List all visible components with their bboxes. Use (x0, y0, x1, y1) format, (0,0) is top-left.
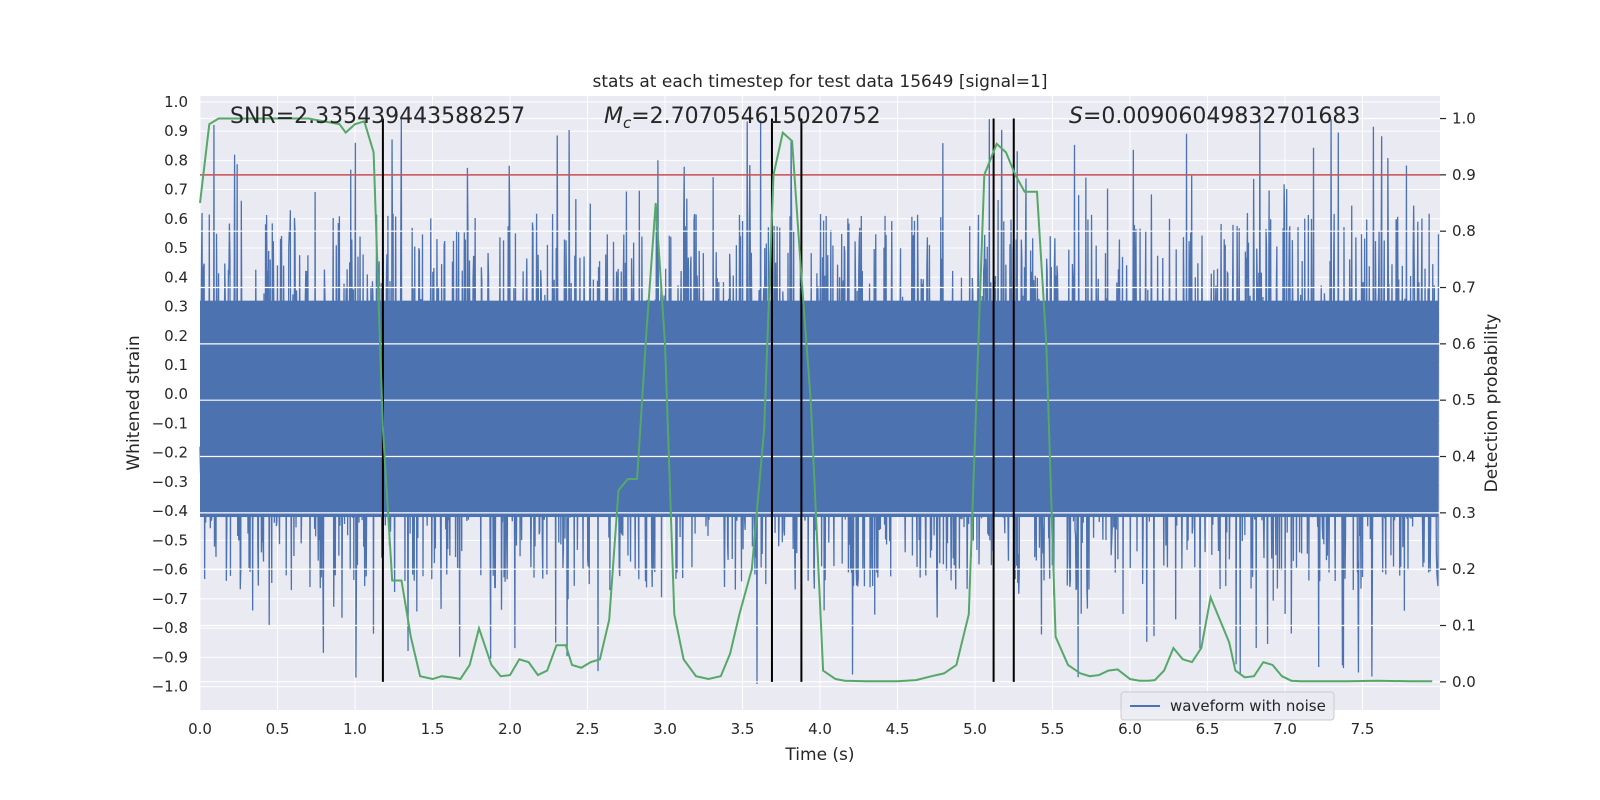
x-axis-label: Time (s) (784, 745, 854, 765)
probability-line (199, 117, 1433, 683)
y-tick-label: −0.5 (152, 531, 188, 549)
y-tick-label: 0.7 (164, 181, 188, 199)
y-tick-label: 0.2 (164, 327, 188, 345)
y2-tick-label: 0.2 (1452, 560, 1476, 578)
s-value: =0.00906049832701683 (1083, 104, 1360, 129)
y-tick-label: 0.4 (164, 268, 188, 286)
legend: waveform with noise (1120, 691, 1335, 721)
y-tick-label: −0.8 (152, 619, 188, 637)
chirp-mass-symbol: M (604, 104, 623, 129)
y-tick-label: 1.0 (164, 93, 188, 111)
y2-tick-label: 1.0 (1452, 110, 1476, 128)
x-tick-label: 3.5 (731, 720, 755, 738)
x-tick-label: 2.5 (576, 720, 600, 738)
y-axis-label: Whitened strain (124, 335, 144, 470)
legend-box (1120, 691, 1335, 721)
probability-series (199, 117, 1433, 683)
x-tick-label: 3.0 (653, 720, 677, 738)
x-tick-label: 4.0 (808, 720, 832, 738)
chirp-mass-annotation: Mc=2.707054615020752 (604, 104, 881, 132)
x-tick-label: 1.0 (343, 720, 367, 738)
y-tick-label: −0.3 (152, 473, 188, 491)
x-tick-label: 2.0 (498, 720, 522, 738)
y2-tick-label: 0.3 (1452, 504, 1476, 522)
x-tick-label: 7.5 (1351, 720, 1375, 738)
y2-tick-label: 0.7 (1452, 279, 1476, 297)
y2-tick-label: 0.4 (1452, 448, 1476, 466)
y-tick-label: −0.4 (152, 502, 188, 520)
y2-tick-label: 0.9 (1452, 166, 1476, 184)
y-tick-label: −0.9 (152, 648, 188, 666)
y-tick-label: −0.6 (152, 561, 188, 579)
y-tick-label: −0.1 (152, 414, 188, 432)
x-tick-label: 0.5 (266, 720, 290, 738)
y2-tick-label: 0.6 (1452, 335, 1476, 353)
y-tick-label: 0.5 (164, 239, 188, 257)
y-tick-label: −1.0 (152, 678, 188, 696)
x-tick-label: 5.0 (963, 720, 987, 738)
x-tick-label: 5.5 (1041, 720, 1065, 738)
x-tick-label: 6.0 (1118, 720, 1142, 738)
y-tick-label: 0.0 (164, 385, 188, 403)
legend-label-waveform: waveform with noise (1170, 697, 1326, 715)
x-tick-label: 6.5 (1196, 720, 1220, 738)
chart-title: stats at each timestep for test data 156… (593, 72, 1048, 92)
x-tick-label: 0.0 (188, 720, 212, 738)
right-axis-grid (200, 117, 1440, 683)
y-tick-label: 0.1 (164, 356, 188, 374)
y-tick-label: 0.9 (164, 122, 188, 140)
x-tick-label: 7.0 (1273, 720, 1297, 738)
chirp-mass-value: =2.707054615020752 (631, 104, 880, 129)
s-symbol: S (1069, 104, 1083, 129)
y-tick-label: −0.2 (152, 444, 188, 462)
x-tick-labels: 0.0 0.5 1.0 1.5 2.0 2.5 3.0 3.5 4.0 4.5 5.0 5.5 6.0 6… (188, 720, 1374, 738)
y2-tick-labels: 1.0 0.9 0.8 0.7 0.6 0.5 0.4 0.3 0.2 0.1 0.0 (1440, 110, 1476, 691)
y-tick-label: 0.8 (164, 151, 188, 169)
y-tick-label: −0.7 (152, 590, 188, 608)
y2-tick-label: 0.1 (1452, 617, 1476, 635)
y-tick-labels: 1.0 0.9 0.8 0.7 0.6 0.5 0.4 0.3 0.2 0.1 0.0 −0.1 −0.… (152, 93, 188, 696)
snr-annotation: SNR=2.335439443588257 (230, 104, 525, 129)
chirp-mass-subscript: c (623, 114, 632, 132)
x-tick-label: 1.5 (421, 720, 445, 738)
x-tick-label: 4.5 (886, 720, 910, 738)
y2-axis-label: Detection probability (1482, 314, 1502, 493)
waveform-core-band (200, 300, 1439, 518)
y2-tick-label: 0.8 (1452, 222, 1476, 240)
s-annotation: S=0.00906049832701683 (1069, 104, 1360, 129)
waveform-series (199, 117, 1440, 685)
y2-tick-label: 0.0 (1452, 673, 1476, 691)
y2-tick-label: 0.5 (1452, 391, 1476, 409)
y-tick-label: 0.6 (164, 210, 188, 228)
y-tick-label: 0.3 (164, 298, 188, 316)
